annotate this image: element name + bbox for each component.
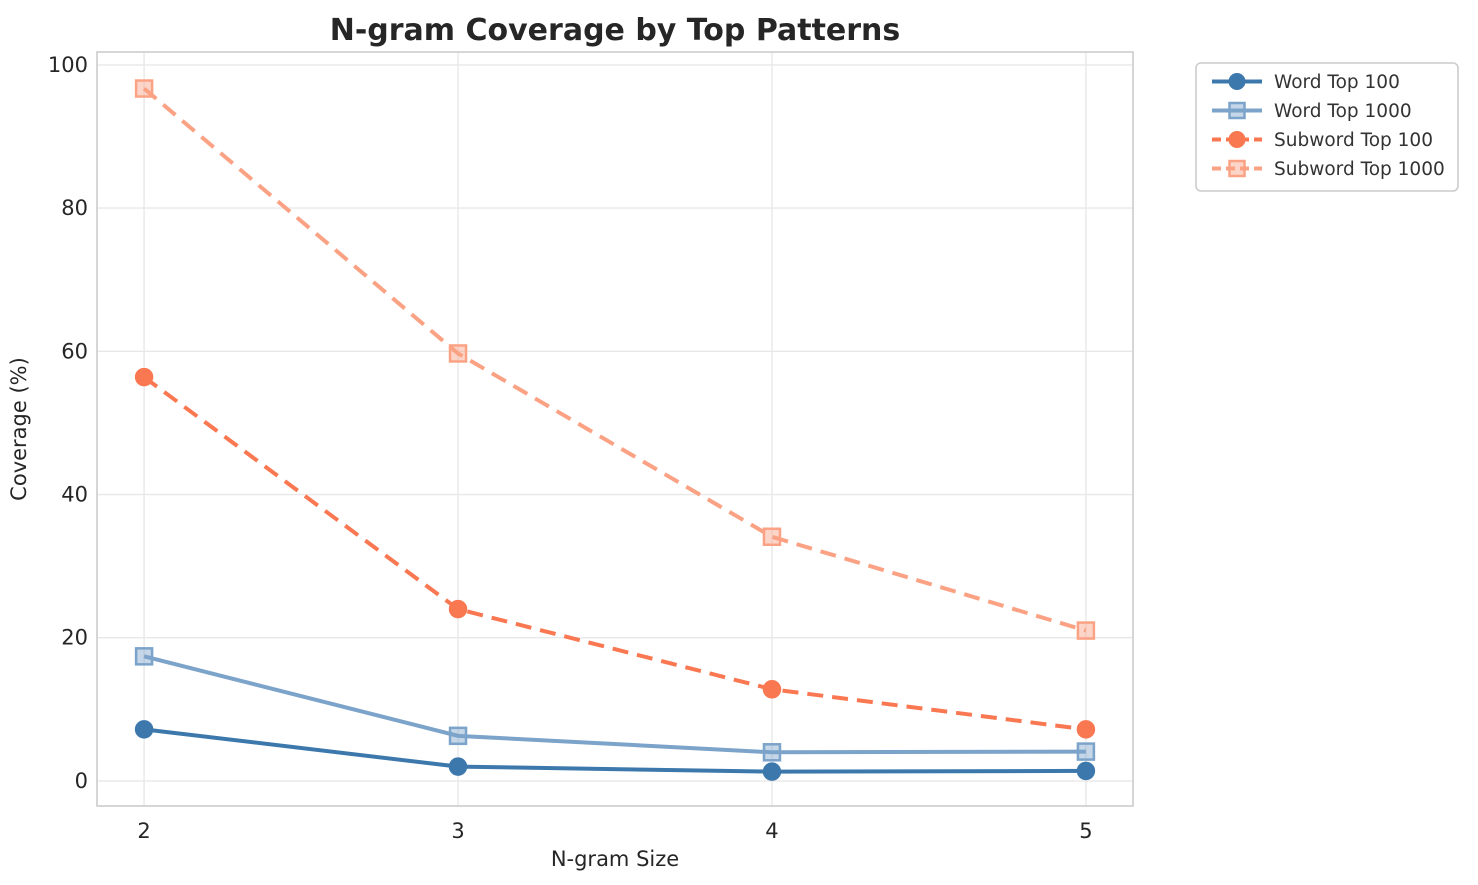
y-tick-label: 20 [61,626,88,650]
x-tick-label: 4 [765,819,778,843]
chart-title: N-gram Coverage by Top Patterns [330,13,901,48]
data-point-marker [448,757,468,776]
data-point-marker [762,743,782,762]
legend-marker [1228,159,1246,178]
data-point-marker [1076,742,1096,761]
legend-marker [1228,73,1246,90]
legend-box [1195,62,1459,192]
y-tick-label: 0 [75,769,88,793]
x-tick-label: 5 [1079,819,1092,843]
y-axis-label: Coverage (%) [7,357,31,501]
data-point-marker [448,344,468,363]
series-line [142,86,1087,633]
data-point-marker [134,367,154,387]
x-tick-label: 3 [451,819,464,843]
data-point-marker [448,726,468,746]
legend-label: Word Top 100 [1274,72,1400,93]
data-point-marker [762,762,782,781]
y-tick-label: 40 [61,483,88,507]
series-line [143,727,1086,774]
series-group [134,79,1096,781]
data-point-marker [1076,720,1096,739]
data-point-marker [134,79,154,98]
data-point-marker [448,599,468,619]
legend-label: Subword Top 1000 [1274,159,1445,180]
legend-marker [1228,131,1246,148]
legend-label: Word Top 1000 [1274,101,1412,122]
data-point-marker [134,647,154,666]
plot-frame-group [96,51,1134,807]
data-point-marker [134,720,154,739]
y-tick-label: 60 [61,339,88,363]
series-line [142,375,1087,732]
data-point-marker [762,680,782,699]
y-tick-labels: 0 20 40 60 80 100 [48,53,88,793]
gridlines-group [97,52,1133,806]
legend-label: Subword Top 100 [1274,130,1433,151]
data-point-marker [1076,621,1096,640]
series-line [143,654,1086,755]
plot-frame [96,51,1134,807]
x-tick-labels: 2 3 4 5 [137,819,1092,843]
x-tick-label: 2 [137,819,150,843]
data-point-marker [762,527,782,547]
legend: Word Top 100 Word Top 1000 Subword Top 100… [1195,62,1459,192]
legend-marker [1228,101,1246,120]
data-point-marker [1076,761,1096,781]
x-axis-label: N-gram Size [551,847,679,871]
y-tick-label: 80 [61,196,88,220]
y-tick-label: 100 [48,53,88,77]
